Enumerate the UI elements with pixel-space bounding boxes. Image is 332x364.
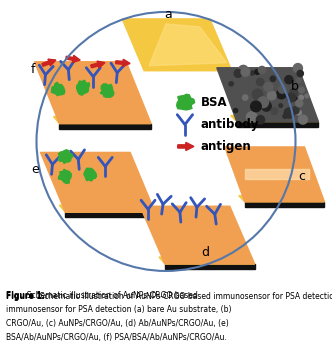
Polygon shape	[140, 206, 255, 264]
Circle shape	[305, 94, 309, 98]
Polygon shape	[239, 196, 324, 202]
Text: Schematic illustration of AuNPs-CRGO based immunosensor for PSA detection (a) ba: Schematic illustration of AuNPs-CRGO bas…	[35, 292, 332, 301]
Circle shape	[262, 102, 271, 111]
Text: Figure 1.: Figure 1.	[6, 291, 44, 300]
Polygon shape	[84, 168, 96, 181]
Circle shape	[234, 70, 242, 78]
Circle shape	[241, 67, 250, 76]
Polygon shape	[165, 264, 255, 269]
Circle shape	[297, 70, 303, 77]
Text: Schematic illustration of AuNPs-CRGO based: Schematic illustration of AuNPs-CRGO bas…	[22, 291, 198, 300]
Circle shape	[278, 85, 286, 93]
Circle shape	[246, 112, 257, 122]
Circle shape	[300, 115, 305, 119]
Circle shape	[256, 116, 265, 124]
Circle shape	[277, 89, 286, 99]
Circle shape	[287, 93, 295, 102]
Polygon shape	[245, 202, 324, 207]
Circle shape	[264, 82, 273, 91]
Circle shape	[299, 95, 303, 100]
Circle shape	[292, 107, 299, 114]
Polygon shape	[178, 142, 194, 150]
Text: d: d	[201, 246, 209, 258]
Circle shape	[293, 64, 302, 73]
Text: CRGO/Au, (c) AuNPs/CRGO/Au, (d) Ab/AuNPs/CRGO/Au, (e): CRGO/Au, (c) AuNPs/CRGO/Au, (d) Ab/AuNPs…	[6, 319, 229, 328]
Polygon shape	[217, 68, 318, 122]
Circle shape	[285, 76, 293, 84]
Polygon shape	[41, 153, 155, 212]
Circle shape	[279, 104, 283, 107]
Polygon shape	[59, 123, 151, 128]
Text: e: e	[32, 163, 40, 176]
Polygon shape	[58, 150, 73, 163]
Circle shape	[298, 115, 307, 124]
Polygon shape	[177, 94, 195, 110]
Circle shape	[299, 87, 304, 93]
Text: immunosensor for PSA detection (a) bare Au substrate, (b): immunosensor for PSA detection (a) bare …	[6, 305, 231, 314]
Circle shape	[283, 114, 287, 118]
Polygon shape	[53, 116, 151, 123]
Circle shape	[242, 95, 248, 100]
Polygon shape	[65, 212, 155, 217]
Polygon shape	[42, 59, 56, 66]
Polygon shape	[231, 115, 318, 122]
Circle shape	[258, 97, 269, 108]
Polygon shape	[149, 24, 227, 66]
Circle shape	[238, 66, 248, 75]
Polygon shape	[100, 84, 114, 97]
Polygon shape	[58, 169, 71, 183]
Text: BSA/Ab/AuNPs/CRGO/Au, (f) PSA/BSA/Ab/AuNPs/CRGO/Au.: BSA/Ab/AuNPs/CRGO/Au, (f) PSA/BSA/Ab/AuN…	[6, 333, 227, 342]
Polygon shape	[225, 147, 324, 202]
Circle shape	[271, 108, 278, 115]
Text: BSA: BSA	[201, 96, 227, 109]
Circle shape	[296, 100, 303, 107]
Polygon shape	[91, 61, 105, 68]
Polygon shape	[35, 62, 151, 123]
Circle shape	[234, 108, 238, 112]
Circle shape	[257, 78, 264, 86]
Circle shape	[297, 78, 301, 82]
Circle shape	[252, 89, 263, 99]
Circle shape	[267, 91, 276, 100]
Polygon shape	[76, 80, 90, 95]
Circle shape	[291, 95, 297, 101]
Circle shape	[229, 82, 233, 86]
Text: c: c	[298, 170, 305, 183]
Text: b: b	[290, 80, 298, 93]
Polygon shape	[122, 19, 232, 71]
Polygon shape	[116, 59, 130, 66]
Text: a: a	[164, 8, 172, 21]
Circle shape	[255, 70, 260, 74]
Polygon shape	[237, 122, 318, 127]
Polygon shape	[59, 205, 155, 212]
Text: f: f	[30, 63, 35, 76]
Polygon shape	[159, 257, 255, 264]
Circle shape	[258, 66, 266, 74]
Polygon shape	[51, 82, 65, 96]
Circle shape	[296, 110, 301, 115]
Circle shape	[251, 101, 261, 112]
Text: Figure 1.: Figure 1.	[6, 292, 44, 301]
Circle shape	[284, 108, 294, 118]
Circle shape	[270, 76, 276, 82]
Circle shape	[290, 88, 298, 97]
Polygon shape	[245, 169, 309, 179]
Circle shape	[250, 71, 254, 75]
Text: antibody: antibody	[201, 118, 259, 131]
Polygon shape	[66, 55, 80, 63]
Text: antigen: antigen	[201, 140, 252, 153]
